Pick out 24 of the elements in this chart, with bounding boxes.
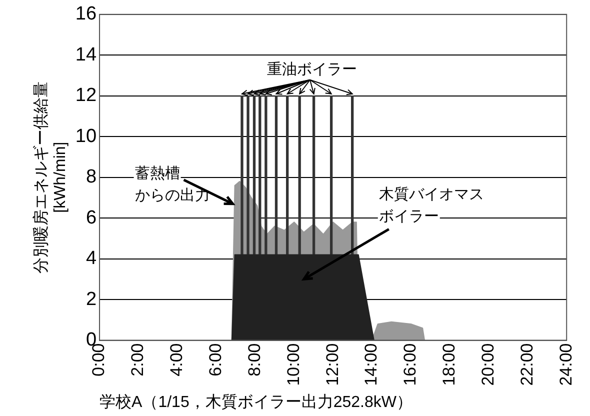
x-tick-label: 12:00 bbox=[322, 343, 342, 386]
x-tick-label: 16:00 bbox=[400, 343, 420, 386]
x-tick-label: 10:00 bbox=[284, 343, 303, 386]
y-tick-label: 8 bbox=[86, 166, 97, 188]
y-tick-label: 2 bbox=[86, 288, 97, 310]
y-tick-label: 4 bbox=[86, 248, 97, 270]
x-tick-label: 14:00 bbox=[362, 343, 381, 386]
y-tick-label: 10 bbox=[75, 126, 97, 147]
x-tick-label: 6:00 bbox=[206, 343, 225, 376]
y-tick-label: 16 bbox=[75, 4, 97, 25]
x-tick-label: 4:00 bbox=[167, 343, 186, 376]
x-tick-label: 24:00 bbox=[556, 343, 576, 386]
annotation: 木質バイオマスボイラー bbox=[378, 186, 484, 226]
y-tick-label: 6 bbox=[86, 207, 97, 228]
y-tick-label: 12 bbox=[75, 85, 97, 106]
x-tick-label: 8:00 bbox=[244, 343, 264, 376]
y-tick-label: 14 bbox=[75, 44, 97, 66]
x-tick-label: 2:00 bbox=[128, 343, 148, 376]
y-axis-title: 分別暖房エネルギー供給量 [kWh/min] bbox=[32, 81, 70, 274]
annotation: 重油ボイラー bbox=[266, 60, 357, 78]
x-tick-label: 20:00 bbox=[478, 343, 498, 386]
x-tick-label: 18:00 bbox=[440, 343, 459, 386]
x-axis-title: 学校A（1/15，木質ボイラー出力252.8kW） bbox=[100, 392, 412, 411]
x-tick-label: 22:00 bbox=[517, 343, 536, 386]
